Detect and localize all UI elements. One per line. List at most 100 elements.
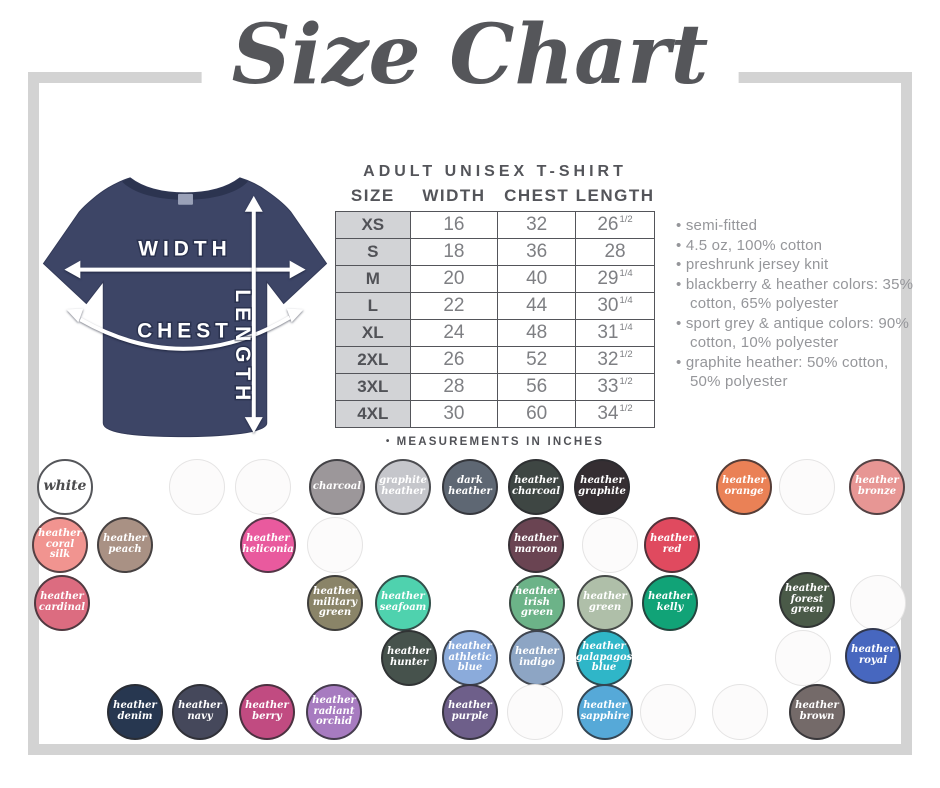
size-table-row: 4XL 30 60 341/2 (335, 400, 655, 428)
size-table-title: ADULT UNISEX T-SHIRT (363, 163, 627, 180)
size-cell: L (335, 292, 411, 320)
swatch-heather-purple: heather purple (442, 684, 498, 740)
swatch-label: heather red (650, 533, 694, 555)
width-cell: 24 (409, 319, 499, 347)
chest-cell: 60 (497, 400, 577, 428)
swatch-label: charcoal (312, 480, 362, 492)
swatch-faded (507, 684, 563, 740)
swatch-label: heather forest green (785, 582, 829, 616)
swatch-heather-coral-silk: heather coral silk (32, 517, 88, 573)
swatch-heather-galapagos-blue: heather galapagos blue (576, 630, 632, 686)
chest-cell: 52 (497, 346, 577, 374)
size-table-header-row: SIZE WIDTH CHEST LENGTH (336, 183, 655, 212)
swatch-label: heather sapphire (580, 700, 630, 722)
swatch-heather-hunter: heather hunter (381, 630, 437, 686)
swatch-heather-charcoal: heather charcoal (508, 459, 564, 515)
detail-item: semi-fitted (676, 216, 918, 236)
swatch-label: heather galapagos blue (575, 640, 633, 674)
swatch-label: white (43, 478, 87, 495)
swatch-label: heather irish green (515, 585, 559, 619)
swatch-label: heather heliconia (242, 533, 294, 555)
size-cell: 4XL (335, 400, 411, 428)
length-label: LENGTH (231, 289, 254, 405)
swatch-heather-red: heather red (644, 517, 700, 573)
swatch-heather-forest-green: heather forest green (779, 572, 835, 628)
size-cell: 3XL (335, 373, 411, 401)
chest-cell: 56 (497, 373, 577, 401)
swatch-faded (779, 459, 835, 515)
swatch-heather-peach: heather peach (97, 517, 153, 573)
size-cell: XS (335, 211, 411, 239)
size-table-row: L 22 44 301/4 (335, 292, 655, 320)
swatch-heather-maroon: heather maroon (508, 517, 564, 573)
swatch-heather-graphite: heather graphite (574, 459, 630, 515)
length-cell: 28 (575, 238, 655, 266)
swatch-label: heather graphite (578, 475, 626, 497)
width-cell: 30 (409, 400, 499, 428)
swatch-heather-berry: heather berry (239, 684, 295, 740)
size-cell: XL (335, 319, 411, 347)
length-cell: 311/4 (575, 319, 655, 347)
size-table-row: S 18 36 28 (335, 238, 655, 266)
length-cell: 301/4 (575, 292, 655, 320)
product-details: semi-fitted4.5 oz, 100% cottonpreshrunk … (676, 216, 918, 392)
width-cell: 16 (409, 211, 499, 239)
chest-cell: 44 (497, 292, 577, 320)
length-arrow (244, 195, 263, 434)
details-list: semi-fitted4.5 oz, 100% cottonpreshrunk … (676, 216, 918, 392)
swatch-heather-seafoam: heather seafoam (375, 575, 431, 631)
swatch-label: heather berry (245, 700, 289, 722)
swatch-heather-brown: heather brown (789, 684, 845, 740)
width-label: WIDTH (138, 238, 231, 261)
swatch-label: heather brown (795, 700, 839, 722)
footnote-text: MEASUREMENTS IN INCHES (396, 436, 605, 448)
col-header-width: WIDTH (422, 186, 486, 205)
swatch-faded (307, 517, 363, 573)
col-header-chest: CHEST (504, 186, 570, 205)
swatch-label: graphite heather (379, 475, 427, 497)
size-table: SIZE WIDTH CHEST LENGTH XS 16 32 261/2 S 18 36… (335, 183, 655, 428)
footnote-marker-icon: • (385, 436, 392, 447)
tshirt-image: WIDTH CHEST LENGTH (42, 177, 328, 438)
swatch-label: heather athletic blue (448, 640, 492, 674)
swatch-label: heather cardinal (38, 591, 86, 613)
size-cell: S (335, 238, 411, 266)
swatch-label: heather military green (312, 585, 358, 619)
swatch-label: heather bronze (855, 475, 899, 497)
swatch-heather-cardinal: heather cardinal (34, 575, 90, 631)
width-cell: 20 (409, 265, 499, 293)
swatch-heather-indigo: heather indigo (509, 630, 565, 686)
width-cell: 22 (409, 292, 499, 320)
swatch-heather-kelly: heather kelly (642, 575, 698, 631)
swatch-faded (775, 630, 831, 686)
swatch-label: heather maroon (514, 533, 558, 555)
length-cell: 331/2 (575, 373, 655, 401)
swatch-white: white (37, 459, 93, 515)
detail-item: graphite heather: 50% cotton, 50% polyes… (676, 353, 918, 392)
swatch-faded (235, 459, 291, 515)
swatch-faded (169, 459, 225, 515)
width-cell: 26 (409, 346, 499, 374)
swatch-label: heather peach (103, 533, 147, 555)
chest-label: CHEST (137, 319, 233, 342)
size-table-row: 3XL 28 56 331/2 (335, 373, 655, 401)
swatch-label: heather hunter (387, 646, 431, 668)
length-cell: 341/2 (575, 400, 655, 428)
col-header-length: LENGTH (575, 186, 655, 205)
page-title: Size Chart (201, 2, 739, 109)
tshirt-diagram: WIDTH CHEST LENGTH (40, 148, 330, 442)
swatch-heather-green: heather green (577, 575, 633, 631)
size-table-section: ADULT UNISEX T-SHIRT SIZE WIDTH CHEST LE… (335, 163, 655, 448)
swatch-faded (640, 684, 696, 740)
swatch-heather-sapphire: heather sapphire (577, 684, 633, 740)
swatch-label: heather radiant orchid (312, 694, 356, 728)
col-header-size: SIZE (350, 186, 395, 205)
swatch-faded (712, 684, 768, 740)
swatch-heather-denim: heather denim (107, 684, 163, 740)
swatch-label: heather denim (113, 700, 157, 722)
width-cell: 28 (409, 373, 499, 401)
chest-cell: 40 (497, 265, 577, 293)
swatch-heather-bronze: heather bronze (849, 459, 905, 515)
detail-item: sport grey & antique colors: 90% cotton,… (676, 314, 918, 353)
